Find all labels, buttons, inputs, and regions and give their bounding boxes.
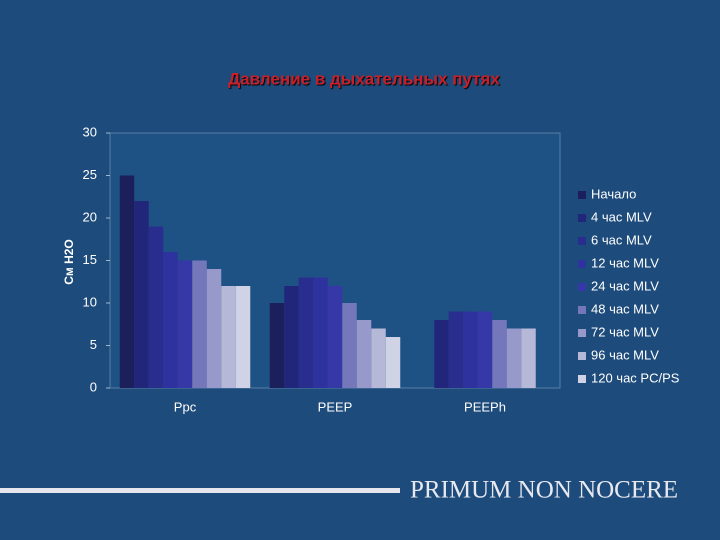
- x-tick-label: Ppc: [174, 399, 197, 414]
- y-tick-label: 25: [83, 167, 97, 182]
- y-tick-label: 15: [83, 252, 97, 267]
- bar: [477, 311, 493, 388]
- bar: [521, 328, 536, 388]
- bar: [463, 311, 478, 388]
- legend-label: Начало: [591, 186, 636, 201]
- footer-text: PRIMUM NON NOCERE: [410, 477, 678, 504]
- legend-swatch: [578, 352, 586, 360]
- y-tick-label: 20: [83, 209, 97, 224]
- y-tick-label: 10: [83, 294, 97, 309]
- legend-label: 4 час MLV: [591, 209, 652, 224]
- bar: [269, 303, 285, 388]
- x-tick-label: PEEP: [318, 399, 353, 414]
- x-tick-label: PEEPh: [464, 399, 506, 414]
- legend-label: 96 час MLV: [591, 347, 659, 362]
- bar: [134, 201, 149, 388]
- bar: [492, 320, 507, 388]
- y-tick-label: 5: [90, 337, 97, 352]
- bar: [177, 260, 193, 388]
- legend-swatch: [578, 306, 586, 314]
- legend-label: 12 час MLV: [591, 255, 659, 270]
- legend-swatch: [578, 237, 586, 245]
- bar: [221, 286, 236, 388]
- bar: [371, 328, 386, 388]
- legend-label: 24 час MLV: [591, 278, 659, 293]
- legend-label: 6 час MLV: [591, 232, 652, 247]
- legend-swatch: [578, 375, 586, 383]
- y-tick-label: 0: [90, 379, 97, 394]
- bar: [342, 303, 357, 388]
- legend-swatch: [578, 214, 586, 222]
- bar: [284, 286, 299, 388]
- legend-label: 48 час MLV: [591, 301, 659, 316]
- y-axis-label: См Н2О: [62, 239, 76, 285]
- bar: [148, 226, 164, 388]
- bar: [192, 260, 207, 388]
- chart-title: Давление в дыхательных путях: [228, 69, 500, 88]
- bar: [327, 286, 343, 388]
- bar: [434, 320, 449, 388]
- legend-swatch: [578, 329, 586, 337]
- bar: [385, 337, 401, 388]
- legend-label: 120 час PC/PS: [591, 370, 680, 385]
- legend-swatch: [578, 260, 586, 268]
- legend-swatch: [578, 283, 586, 291]
- bar: [448, 311, 464, 388]
- y-tick-label: 30: [83, 124, 97, 139]
- legend-label: 72 час MLV: [591, 324, 659, 339]
- bar: [313, 277, 328, 388]
- bar: [298, 277, 314, 388]
- bar: [163, 252, 178, 388]
- bar: [235, 286, 251, 388]
- legend-swatch: [578, 191, 586, 199]
- bar: [356, 320, 372, 388]
- footer-line: [0, 488, 400, 493]
- bar: [206, 269, 222, 388]
- bar: [506, 328, 522, 388]
- bar: [119, 175, 135, 388]
